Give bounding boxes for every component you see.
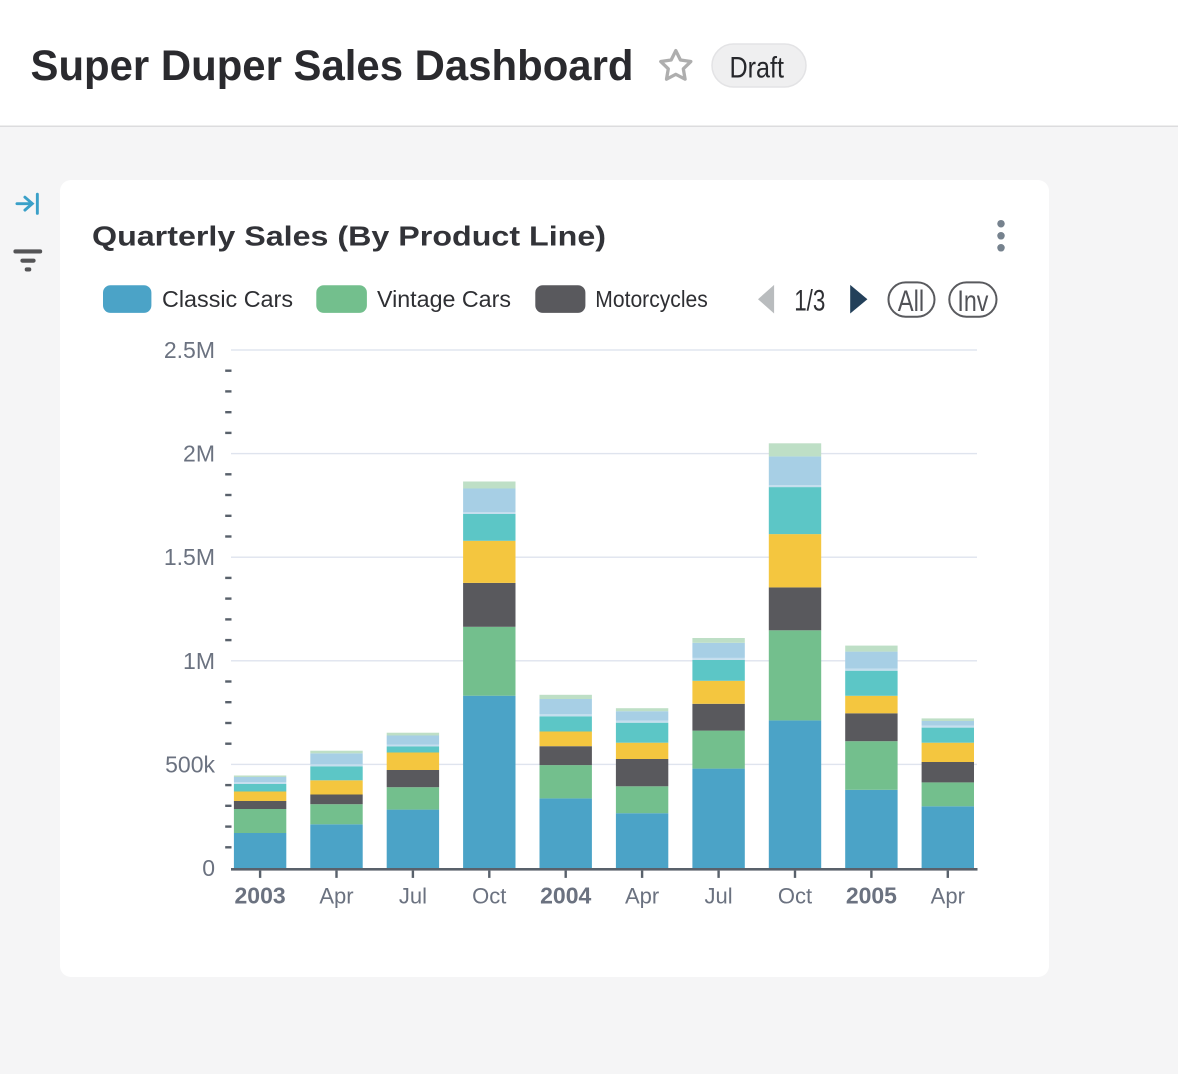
svg-text:Jul: Jul — [399, 884, 427, 909]
svg-text:500k: 500k — [165, 751, 215, 777]
svg-text:All: All — [898, 285, 924, 318]
svg-text:Motorcycles: Motorcycles — [595, 286, 708, 312]
svg-text:Vintage Cars: Vintage Cars — [377, 286, 511, 312]
svg-text:Apr: Apr — [931, 884, 965, 909]
svg-text:1M: 1M — [183, 648, 215, 674]
svg-text:Super Duper Sales Dashboard: Super Duper Sales Dashboard — [31, 42, 634, 90]
svg-text:0: 0 — [202, 855, 215, 881]
svg-text:2003: 2003 — [235, 883, 286, 909]
svg-text:Oct: Oct — [472, 884, 506, 909]
svg-text:1/3: 1/3 — [794, 285, 825, 318]
svg-text:2M: 2M — [183, 441, 215, 467]
svg-text:1.5M: 1.5M — [164, 544, 215, 570]
svg-text:Draft: Draft — [730, 52, 785, 85]
svg-text:Inv: Inv — [957, 285, 988, 318]
svg-text:Apr: Apr — [625, 884, 659, 909]
svg-text:Quarterly Sales (By Product Li: Quarterly Sales (By Product Line) — [92, 221, 606, 252]
svg-text:Jul: Jul — [705, 884, 733, 909]
svg-text:Apr: Apr — [319, 884, 353, 909]
svg-text:2004: 2004 — [540, 883, 591, 909]
svg-text:2005: 2005 — [846, 883, 897, 909]
svg-text:Classic Cars: Classic Cars — [162, 286, 293, 312]
svg-text:2.5M: 2.5M — [164, 337, 215, 363]
svg-text:Oct: Oct — [778, 884, 812, 909]
